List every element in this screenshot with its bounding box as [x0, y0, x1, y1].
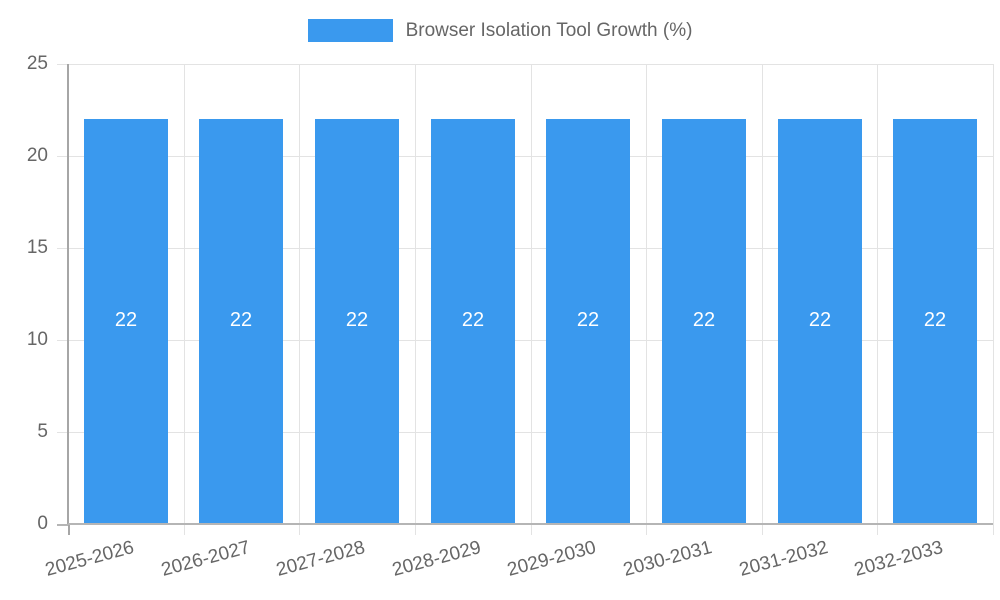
x-axis-line: [68, 523, 993, 525]
bar-value-label: 22: [461, 309, 485, 331]
x-tick-label: 2032-2033: [852, 537, 946, 581]
x-axis-tick: [877, 524, 878, 535]
x-axis-tick: [762, 524, 763, 535]
y-tick-label: 20: [26, 145, 48, 166]
y-axis-tick: [57, 156, 68, 157]
y-gridline: [68, 340, 993, 341]
y-axis-tick: [57, 248, 68, 249]
x-tick-label: 2030-2031: [621, 537, 715, 581]
x-axis-tick: [415, 524, 416, 535]
bar-value-label: 22: [345, 309, 369, 331]
bar-value-label: 22: [229, 309, 253, 331]
bar-value-label: 22: [808, 309, 832, 331]
x-gridline: [299, 64, 300, 524]
x-gridline: [531, 64, 532, 524]
x-tick-label: 2026-2027: [158, 537, 252, 581]
legend[interactable]: Browser Isolation Tool Growth (%): [0, 19, 1000, 42]
y-gridline: [68, 64, 993, 65]
x-axis-tick: [993, 524, 994, 535]
x-gridline: [184, 64, 185, 524]
x-gridline: [993, 64, 994, 524]
bar: 22: [431, 119, 515, 523]
bar: 22: [662, 119, 746, 523]
x-gridline: [877, 64, 878, 524]
bar: 22: [546, 119, 630, 523]
bar-value-label: 22: [923, 309, 947, 331]
bar: 22: [778, 119, 862, 523]
y-axis-line: [67, 64, 69, 524]
y-axis-tick: [57, 340, 68, 341]
y-tick-label: 15: [26, 237, 48, 258]
bar-value-label: 22: [114, 309, 138, 331]
x-axis-tick: [299, 524, 300, 535]
x-gridline: [415, 64, 416, 524]
x-tick-label: 2028-2029: [389, 537, 484, 581]
x-tick-label: 2027-2028: [274, 537, 368, 581]
y-tick-label: 0: [37, 513, 48, 534]
y-gridline: [68, 248, 993, 249]
x-axis-tick: [531, 524, 532, 535]
bar-value-label: 22: [576, 309, 600, 331]
y-axis-tick: [57, 432, 68, 433]
y-gridline: [68, 432, 993, 433]
y-gridline: [68, 156, 993, 157]
y-axis-tick: [57, 64, 68, 65]
x-axis-tick: [646, 524, 647, 535]
x-gridline: [762, 64, 763, 524]
bar: 22: [893, 119, 977, 523]
bar: 22: [84, 119, 168, 523]
x-gridline: [646, 64, 647, 524]
bar: 22: [199, 119, 283, 523]
legend-label: Browser Isolation Tool Growth (%): [405, 20, 693, 41]
bar-value-label: 22: [692, 309, 716, 331]
y-tick-label: 10: [26, 329, 48, 350]
legend-swatch: [307, 19, 393, 42]
x-tick-label: 2031-2032: [736, 537, 830, 581]
x-tick-label: 2025-2026: [43, 537, 137, 581]
bar: 22: [315, 119, 399, 523]
y-tick-label: 25: [26, 53, 48, 74]
x-axis-tick: [68, 524, 70, 535]
y-axis-tick: [57, 524, 68, 526]
y-tick-label: 5: [37, 421, 48, 442]
x-tick-label: 2029-2030: [505, 537, 599, 581]
x-axis-tick: [184, 524, 185, 535]
